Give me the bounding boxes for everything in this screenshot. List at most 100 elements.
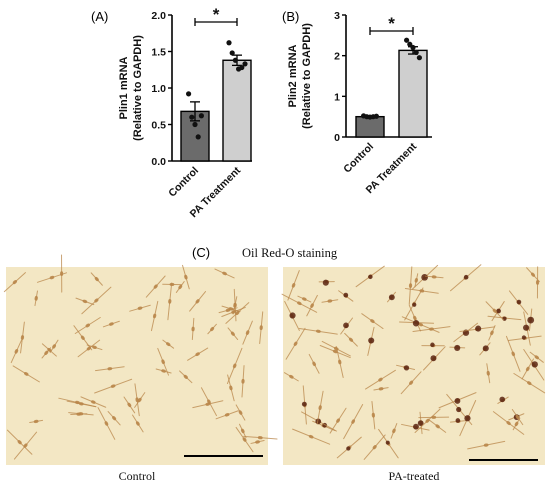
cell-body [511, 351, 515, 357]
category-label: Control [166, 165, 201, 200]
cell-body [245, 330, 250, 335]
cell-body [44, 350, 49, 356]
cell-body [60, 271, 64, 276]
data-point [192, 121, 198, 128]
cell-body [336, 418, 340, 423]
cell-body [161, 359, 165, 365]
cell-body [289, 374, 294, 379]
cell-body [238, 410, 243, 415]
data-point [186, 91, 192, 97]
y-tick-label: 1 [334, 91, 340, 103]
cell-body [241, 378, 245, 384]
cell-body [371, 412, 375, 418]
cell-body [224, 413, 230, 417]
lipid-droplet [412, 320, 420, 327]
cell-body [255, 440, 260, 444]
y-axis-title-line2: (Relative to GAPDH) [301, 23, 313, 129]
cell-body [169, 282, 175, 287]
lipid-droplet [368, 337, 375, 344]
cell-body [418, 322, 423, 327]
cell-body [34, 295, 38, 301]
staining-title: Oil Red-O staining [242, 246, 338, 260]
cell-body [372, 445, 377, 450]
cell-body [230, 331, 235, 336]
cell-body [318, 405, 322, 411]
lipid-droplet [531, 361, 538, 368]
data-point [198, 113, 204, 119]
y-axis-title-line1: Plin2 mRNA [287, 44, 299, 107]
cell-body [257, 436, 263, 440]
lipid-droplet [475, 325, 482, 332]
cell-body [525, 366, 530, 372]
cell-body [91, 400, 96, 404]
lipid-droplet [482, 345, 489, 352]
cell-body [327, 299, 333, 303]
cell-body [515, 414, 520, 420]
lipid-droplet [417, 420, 424, 427]
lipid-droplet [521, 335, 527, 340]
data-point [413, 49, 419, 56]
data-point [404, 37, 410, 43]
cell-body [161, 369, 166, 373]
y-tick-label: 3 [334, 10, 340, 22]
lipid-droplet [301, 401, 307, 407]
cell-body [409, 380, 414, 385]
lipid-droplet [499, 396, 505, 403]
pa-treated-photo-background [283, 267, 545, 465]
cell-body [112, 416, 117, 421]
cell-body [297, 301, 302, 306]
cell-body [94, 298, 99, 303]
cell-body [535, 280, 540, 285]
y-tick-label: 0.5 [151, 120, 166, 132]
cell-body [222, 271, 227, 276]
cell-body [241, 428, 245, 434]
data-point [195, 134, 201, 140]
data-point [226, 40, 232, 46]
cell-body [85, 323, 90, 328]
cell-body [229, 385, 233, 391]
significance-star: * [213, 5, 220, 24]
y-tick-label: 0 [334, 132, 340, 144]
data-point [242, 61, 248, 67]
cell-body [527, 381, 532, 386]
data-point [407, 41, 413, 47]
pa-treated-micrograph [281, 264, 546, 465]
cell-body [392, 428, 396, 434]
lipid-droplet [343, 322, 349, 329]
cell-body [178, 284, 183, 290]
cell-body [94, 276, 99, 282]
y-tick-label: 1.5 [151, 47, 166, 59]
cell-body [183, 374, 188, 379]
lipid-droplet [463, 274, 469, 280]
cell-body [49, 275, 55, 280]
cell-body [351, 419, 355, 424]
control-micrograph [3, 254, 278, 465]
bar-control [355, 115, 385, 138]
cell-body [259, 325, 263, 331]
cell-body [530, 272, 535, 277]
cell-body [312, 361, 316, 367]
cell-body [506, 421, 511, 425]
cell-body [431, 275, 437, 279]
cell-body [486, 370, 490, 376]
lipid-droplet [421, 273, 428, 281]
cell-body [348, 337, 354, 342]
cell-body [168, 298, 172, 304]
cell-body [338, 359, 342, 365]
chart-b: 0 1 2 3 Plin2 mRNA (Relative to GAPDH) Control… [287, 10, 432, 196]
cell-body [78, 402, 84, 406]
cell-body [490, 330, 494, 336]
data-point [410, 44, 416, 51]
cell-body [107, 367, 113, 371]
cell-body [308, 434, 314, 439]
y-tick-label: 2.0 [151, 10, 166, 22]
cell-body [310, 303, 314, 308]
cell-body [104, 421, 109, 426]
data-point [232, 57, 238, 63]
cell-body [82, 299, 88, 304]
cell-body [33, 419, 39, 424]
cell-body [24, 372, 29, 376]
data-point [373, 113, 379, 119]
panel-a: (A) 0.0 0.5 1.0 1.5 2.0 Plin1 mRNA (Relative t… [91, 5, 252, 220]
